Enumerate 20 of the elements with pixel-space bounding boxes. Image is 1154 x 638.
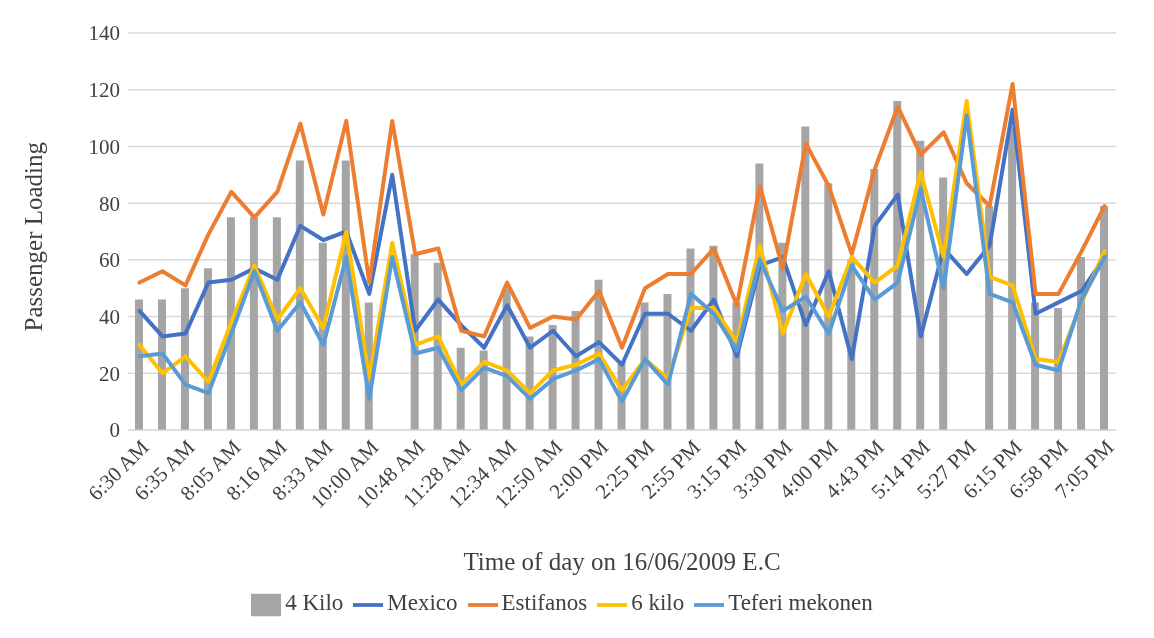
legend-label: Estifanos <box>501 590 588 616</box>
y-tick-label: 140 <box>88 21 120 46</box>
y-axis-title: Passenger Loading <box>19 141 47 332</box>
y-tick-label: 20 <box>99 361 120 386</box>
bar <box>249 217 258 430</box>
legend-label: Teferi mekonen <box>728 590 873 616</box>
y-tick-label: 0 <box>109 418 120 443</box>
bar <box>1100 205 1109 430</box>
y-tick-label: 80 <box>99 191 120 216</box>
y-tick-label: 40 <box>99 305 120 330</box>
y-tick-label: 60 <box>99 248 120 273</box>
legend-label: Mexico <box>387 590 458 616</box>
x-axis-title: Time of day on 16/06/2009 E.C <box>463 548 781 575</box>
bar <box>1008 126 1017 430</box>
legend-label: 4 Kilo <box>285 590 344 616</box>
y-tick-label: 100 <box>88 134 120 159</box>
bar <box>295 160 304 430</box>
y-tick-label: 120 <box>88 78 120 103</box>
bar <box>135 299 143 430</box>
legend-label: 6 kilo <box>631 590 685 616</box>
